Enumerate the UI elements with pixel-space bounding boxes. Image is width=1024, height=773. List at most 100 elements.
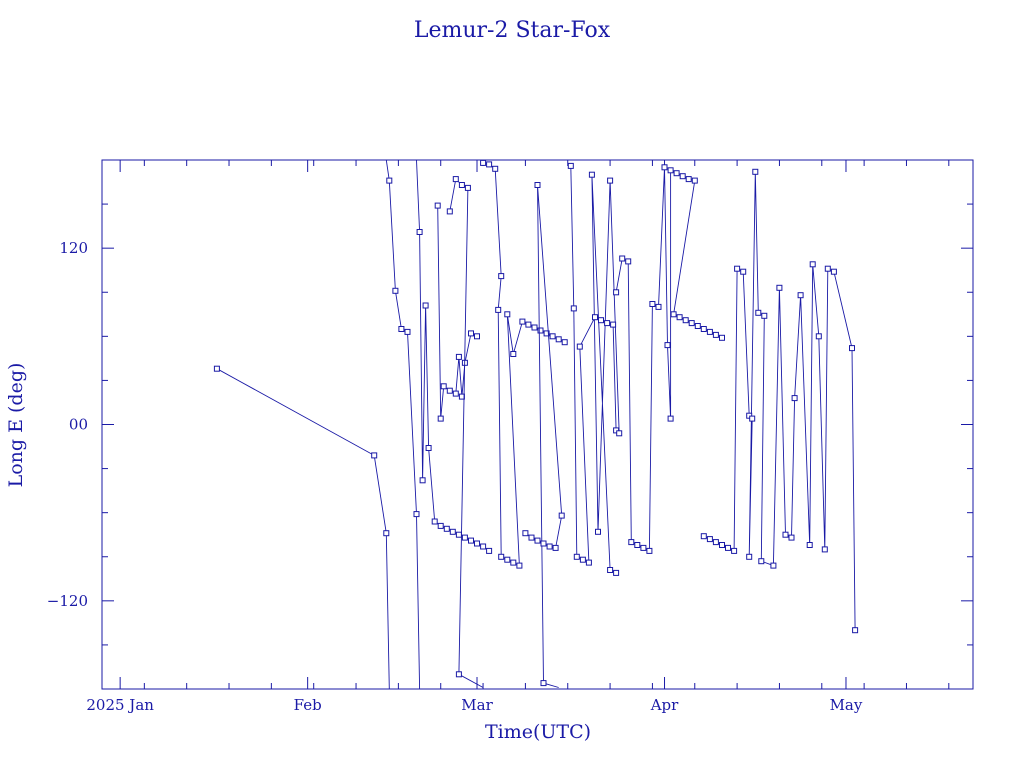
data-point xyxy=(449,528,456,535)
data-point xyxy=(570,305,577,312)
data-point xyxy=(498,273,505,280)
data-point xyxy=(416,229,423,235)
data-point xyxy=(588,171,595,178)
data-point xyxy=(667,167,674,174)
data-point xyxy=(537,327,544,334)
data-point xyxy=(492,165,499,172)
data-point xyxy=(452,176,459,183)
data-point xyxy=(404,328,411,335)
data-point xyxy=(510,351,517,357)
chart-title: Lemur-2 Star-Fox xyxy=(414,18,611,43)
data-point xyxy=(706,328,713,335)
data-point xyxy=(522,530,529,537)
data-point xyxy=(579,556,586,563)
data-point xyxy=(552,544,559,551)
data-point xyxy=(706,536,713,543)
data-point xyxy=(824,265,831,272)
data-point xyxy=(625,258,632,265)
y-tick-label: 00 xyxy=(69,416,88,434)
data-point xyxy=(531,324,538,331)
data-point xyxy=(486,161,493,168)
data-point xyxy=(425,445,432,451)
data-point xyxy=(676,314,683,321)
data-point xyxy=(585,559,592,566)
x-axis: 2025 Jan Feb Mar Apr May xyxy=(86,160,950,714)
data-point xyxy=(464,184,471,191)
data-point xyxy=(461,534,468,541)
data-point xyxy=(755,309,762,316)
data-point xyxy=(474,540,480,547)
y-tick-label: −120 xyxy=(47,592,88,610)
data-point xyxy=(752,168,759,175)
data-point xyxy=(543,330,550,337)
data-point xyxy=(634,542,641,548)
data-point xyxy=(694,323,701,329)
data-point xyxy=(734,265,741,272)
data-point xyxy=(821,546,828,553)
data-point xyxy=(761,312,768,319)
data-point xyxy=(670,311,677,318)
data-point xyxy=(613,289,620,296)
data-point xyxy=(740,268,747,275)
data-point xyxy=(468,330,474,337)
x-tick-label: Mar xyxy=(461,696,493,714)
data-point xyxy=(540,680,547,687)
data-point xyxy=(688,320,695,327)
data-point xyxy=(458,182,465,188)
data-point xyxy=(540,540,547,547)
data-point xyxy=(528,534,535,541)
data-point xyxy=(555,336,562,343)
data-point xyxy=(719,542,725,548)
data-point xyxy=(383,530,390,537)
data-point xyxy=(700,533,707,540)
data-point xyxy=(682,317,689,324)
data-point xyxy=(437,522,444,529)
data-point xyxy=(731,547,738,554)
y-axis: 120 00 −120 xyxy=(47,203,973,646)
data-point xyxy=(809,261,816,268)
data-point xyxy=(452,390,459,397)
data-point xyxy=(437,415,444,422)
data-point xyxy=(519,318,526,325)
data-point xyxy=(431,518,438,525)
data-point xyxy=(371,452,378,459)
data-point xyxy=(649,301,656,307)
data-point xyxy=(510,559,517,566)
data-point xyxy=(598,317,604,324)
data-point xyxy=(561,339,568,346)
y-axis-label: Long E (deg) xyxy=(5,363,27,488)
data-point xyxy=(725,544,731,551)
data-point xyxy=(567,162,574,169)
data-point xyxy=(392,287,399,294)
series-line-4 xyxy=(437,205,478,419)
series-line-1 xyxy=(216,368,390,689)
data-point xyxy=(628,539,635,546)
data-point xyxy=(758,558,765,565)
data-point xyxy=(486,547,493,554)
data-point xyxy=(480,543,487,550)
data-point xyxy=(815,333,822,340)
data-point xyxy=(646,547,653,554)
data-point xyxy=(474,333,480,340)
data-point xyxy=(546,543,553,550)
data-point xyxy=(797,292,804,299)
data-point xyxy=(607,177,614,184)
data-point xyxy=(749,415,756,422)
data-point xyxy=(213,365,220,372)
data-point xyxy=(791,395,798,402)
data-point xyxy=(480,160,487,166)
data-point xyxy=(604,320,611,327)
data-point xyxy=(673,170,680,177)
data-point xyxy=(398,326,405,332)
data-point xyxy=(576,343,583,350)
data-point xyxy=(679,173,686,180)
data-point xyxy=(788,534,795,541)
data-point xyxy=(607,567,614,573)
data-point xyxy=(419,477,426,484)
data-point xyxy=(595,528,601,535)
data-point xyxy=(386,177,393,184)
data-point xyxy=(685,176,692,183)
